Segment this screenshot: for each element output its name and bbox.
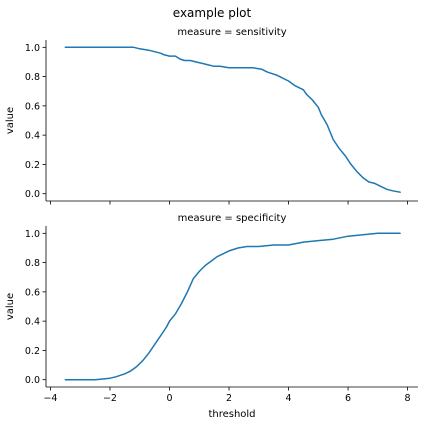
y-tick-label: 0.4 — [25, 317, 40, 328]
x-axis-label: threshold — [208, 409, 255, 420]
x-tick-label: 2 — [226, 393, 232, 404]
facet-title: measure = specificity — [178, 213, 287, 224]
y-tick-label: 0.0 — [25, 189, 40, 200]
x-tick-label: 6 — [345, 393, 351, 404]
x-tick-label: −4 — [43, 393, 57, 404]
facet-title: measure = sensitivity — [177, 27, 286, 38]
y-tick-label: 1.0 — [25, 229, 40, 240]
y-tick-label: 0.6 — [25, 101, 40, 112]
y-tick-label: 0.4 — [25, 131, 40, 142]
series-line — [64, 46, 401, 193]
y-tick-label: 0.8 — [25, 72, 40, 83]
y-tick-label: 0.2 — [25, 346, 40, 357]
x-tick-label: −2 — [103, 393, 117, 404]
facet-panels: measure = sensitivity 0.0 0.2 0.4 0.6 0.8 1.0 v… — [5, 27, 418, 420]
y-axis-label: value — [5, 293, 16, 320]
y-axis-label: value — [5, 107, 16, 134]
y-tick-label: 0.0 — [25, 375, 40, 386]
series-line — [64, 232, 401, 381]
x-tick-label: 0 — [166, 393, 172, 404]
y-tick-label: 1.0 — [25, 43, 40, 54]
facet-panel-2: measure = specificity 0.0 0.2 0.4 0.6 0.8 1.0 −… — [5, 213, 418, 420]
y-tick-label: 0.8 — [25, 258, 40, 269]
figure-title: example plot — [173, 6, 252, 20]
y-tick-label: 0.6 — [25, 287, 40, 298]
x-tick-label: 8 — [405, 393, 411, 404]
y-tick-label: 0.2 — [25, 160, 40, 171]
x-tick-label: 4 — [286, 393, 292, 404]
facet-panel-1: measure = sensitivity 0.0 0.2 0.4 0.6 0.8 1.0 v… — [5, 27, 418, 205]
